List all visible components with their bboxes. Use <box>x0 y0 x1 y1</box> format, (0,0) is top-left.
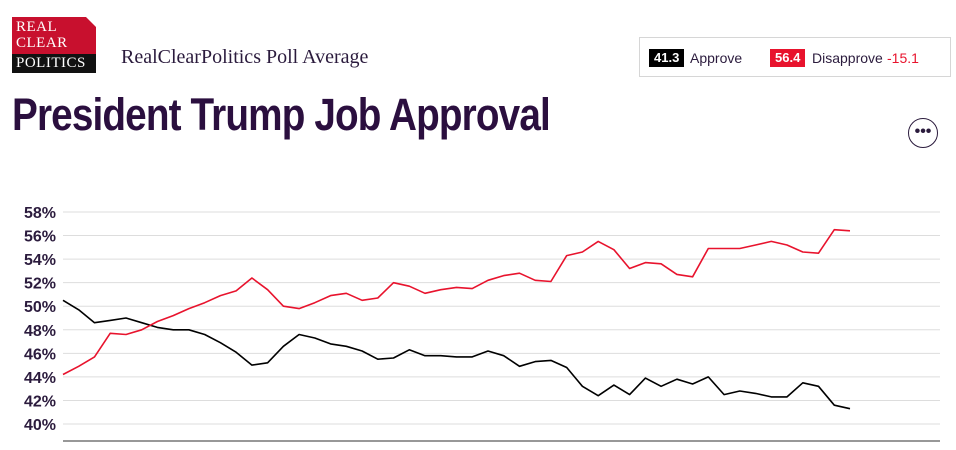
y-tick-label-52: 52% <box>24 276 56 293</box>
chart-series-lines <box>62 228 851 410</box>
y-tick-label-58: 58% <box>24 205 56 222</box>
poll-summary-box: 41.3 Approve 56.4 Disapprove -15.1 <box>639 37 951 77</box>
disapprove-label: Disapprove <box>812 50 883 66</box>
y-tick-label-40: 40% <box>24 417 56 434</box>
y-tick-label-42: 42% <box>24 393 56 410</box>
approve-value-badge: 41.3 <box>649 49 685 67</box>
y-tick-label-48: 48% <box>24 323 56 340</box>
logo-line-3: POLITICS <box>12 54 96 73</box>
logo-line-2: CLEAR <box>16 35 68 51</box>
approve-label: Approve <box>690 50 743 66</box>
more-options-icon: ••• <box>914 123 932 140</box>
series-line-disapprove[interactable] <box>62 228 851 376</box>
logo-line-1: REAL <box>16 19 58 35</box>
logo-corner-notch <box>86 17 96 27</box>
page-title: President Trump Job Approval <box>12 89 551 140</box>
more-options-button[interactable]: ••• <box>908 118 938 148</box>
y-tick-label-46: 46% <box>24 346 56 363</box>
approval-line-chart: 40% 42% 44% 46% 48% 50% 52% 54% 56% 58% <box>24 205 940 442</box>
y-tick-label-44: 44% <box>24 370 56 387</box>
y-tick-label-50: 50% <box>24 299 56 316</box>
spread-value: -15.1 <box>887 50 919 66</box>
chart-gridlines <box>63 211 940 425</box>
disapprove-value-badge: 56.4 <box>770 49 806 67</box>
logo-line-3-text: POLITICS <box>16 55 86 71</box>
rcp-logo[interactable]: REAL CLEAR POLITICS <box>12 17 96 73</box>
page-subtitle: RealClearPolitics Poll Average <box>121 46 369 68</box>
chart-y-axis: 40% 42% 44% 46% 48% 50% 52% 54% 56% 58% <box>24 205 56 434</box>
series-line-approve[interactable] <box>62 299 851 410</box>
y-tick-label-54: 54% <box>24 252 56 269</box>
y-tick-label-56: 56% <box>24 229 56 246</box>
